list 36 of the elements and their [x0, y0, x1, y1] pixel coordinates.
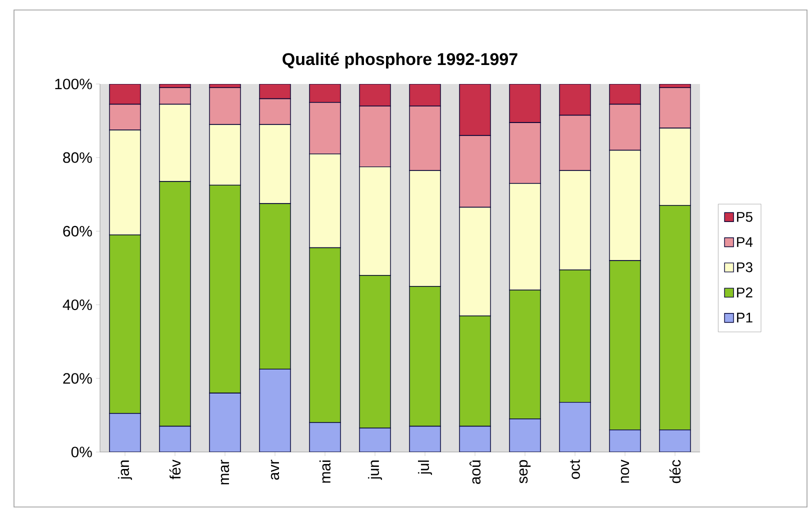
- bar: [559, 402, 591, 452]
- y-tick-label: 60%: [63, 226, 92, 237]
- bar: [309, 422, 341, 452]
- x-tick-label: fév: [169, 460, 181, 480]
- x-tick-label: sep: [519, 460, 531, 484]
- bar: [209, 392, 241, 452]
- x-tick-label: avr: [270, 460, 280, 480]
- bar: [609, 430, 641, 452]
- legend-label: P4: [737, 237, 753, 247]
- x-tick-label: nov: [620, 460, 630, 483]
- x-tick-label: jun: [368, 460, 382, 480]
- y-tick-label: 100%: [55, 78, 92, 90]
- bar: [159, 426, 191, 452]
- x-tick-label: mar: [220, 460, 230, 484]
- bar: [659, 430, 691, 452]
- y-tick-label: 20%: [63, 373, 92, 384]
- y-tick-label: 80%: [63, 152, 92, 163]
- x-tick-label: aoû: [469, 460, 481, 484]
- legend-label: P5: [737, 212, 752, 222]
- x-tick-label: jan: [118, 460, 132, 480]
- y-tick-label: 40%: [62, 299, 92, 310]
- legend-label: P3: [737, 262, 752, 272]
- legend-label: P2: [737, 288, 752, 298]
- bar: [359, 428, 391, 452]
- bar: [509, 418, 541, 452]
- bar: [109, 413, 141, 452]
- x-tick-label: jul: [418, 460, 432, 475]
- chart-title: Qualité phosphore 1992-1997: [282, 52, 518, 68]
- bar: [459, 426, 491, 452]
- bar: [259, 368, 291, 452]
- bar: [409, 426, 441, 452]
- x-tick-label: déc: [669, 460, 681, 484]
- legend-label: P1: [737, 312, 752, 322]
- x-tick-label: oct: [570, 460, 580, 479]
- y-tick-label: 0%: [71, 446, 92, 458]
- x-tick-label: mai: [319, 460, 331, 483]
